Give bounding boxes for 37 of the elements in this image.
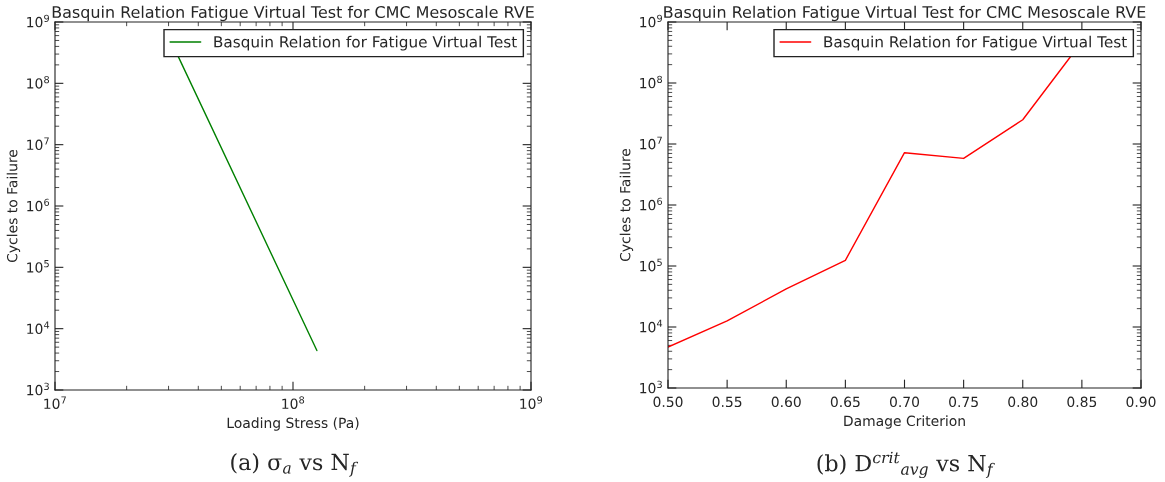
x-tick-label: 0.80 [1008, 396, 1038, 408]
y-tick-label: 10$^{6}$ [640, 197, 663, 211]
x-tick-label: 10$^{8}$ [282, 396, 305, 409]
y-tick-label: 10$^{3}$ [27, 382, 49, 396]
chart-title: Basquin Relation Fatigue Virtual Test for CMC Mesoscale RVE [52, 5, 534, 22]
y-tick-label: 10$^{9}$ [640, 14, 662, 28]
chart-title: Basquin Relation Fatigue Virtual Test for CMC Mesoscale RVE [664, 5, 1146, 22]
y-tick-label: 10$^{8}$ [640, 75, 663, 89]
x-tick-label: 10$^{7}$ [44, 396, 66, 409]
x-tick-label: 0.75 [949, 396, 978, 408]
y-axis-title: Cycles to Failure [6, 149, 21, 263]
x-tick-label: 0.70 [889, 396, 920, 408]
x-tick-label: 0.65 [830, 396, 860, 408]
y-axis-title: Cycles to Failure [619, 148, 634, 262]
y-tick-label: 10$^{9}$ [27, 14, 49, 28]
x-axis-title: Loading Stress (Pa) [227, 417, 359, 431]
x-tick-label: 0.50 [653, 396, 683, 408]
y-tick-label: 10$^{4}$ [27, 321, 50, 335]
y-tick-label: 10$^{5}$ [27, 260, 49, 273]
text: (a) σ$_{a}$ vs N$_{f}$ [231, 453, 359, 477]
text: (b) D$^{crit}$$_{avg}$ vs N$_{f}$ [817, 451, 995, 479]
y-tick-label: 10$^{3}$ [640, 380, 662, 394]
x-tick-label: 10$^{9}$ [520, 396, 543, 409]
legend-label: Basquin Relation for Fatigue Virtual Test [824, 35, 1127, 51]
y-tick-label: 10$^{7}$ [27, 137, 49, 151]
y-tick-label: 10$^{7}$ [640, 136, 662, 150]
y-tick-label: 10$^{6}$ [27, 198, 50, 212]
y-tick-label: 10$^{8}$ [27, 75, 50, 89]
y-tick-label: 10$^{5}$ [640, 258, 662, 272]
x-tick-label: 0.55 [712, 396, 742, 408]
line-series [668, 55, 1072, 348]
x-axis-title: Damage Criterion [844, 415, 965, 429]
legend-label: Basquin Relation for Fatigue Virtual Test [214, 35, 517, 51]
x-tick-label: 0.90 [1126, 396, 1156, 408]
x-tick-label: 0.85 [1067, 396, 1097, 408]
x-tick-label: 0.60 [771, 396, 801, 408]
y-tick-label: 10$^{4}$ [640, 319, 663, 333]
